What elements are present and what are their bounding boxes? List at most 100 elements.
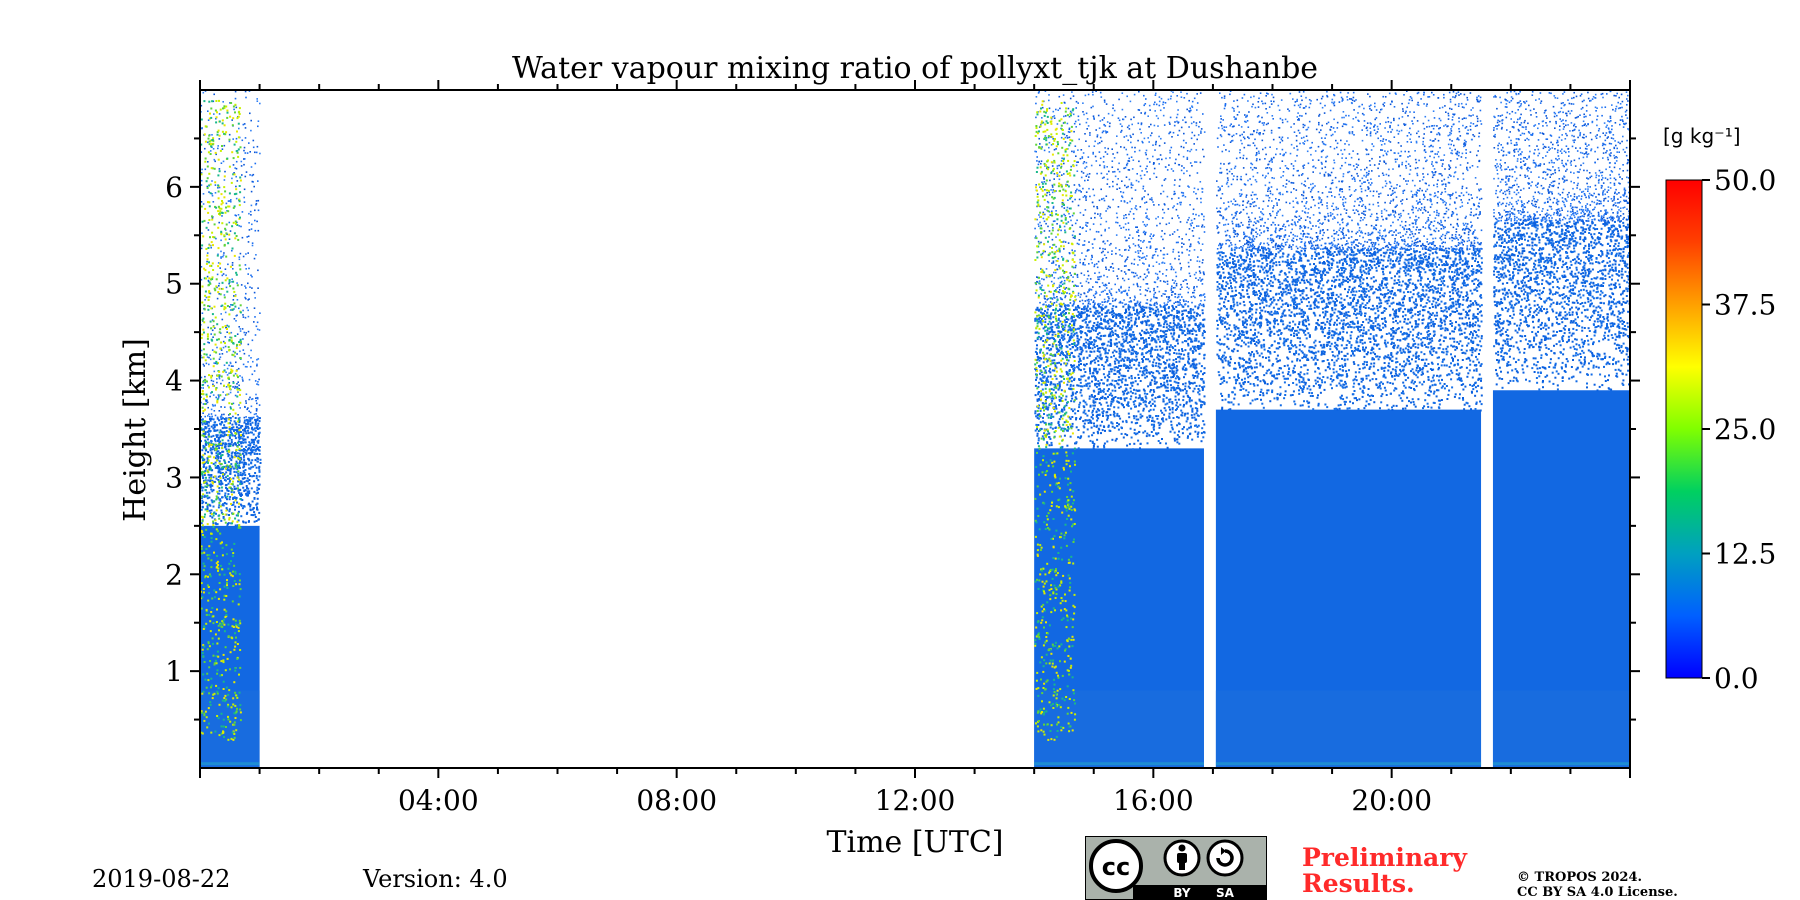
pixel	[1079, 436, 1082, 439]
pixel	[255, 200, 258, 202]
pixel	[204, 290, 207, 293]
pixel	[251, 426, 254, 429]
pixel	[1095, 385, 1098, 388]
pixel	[1132, 448, 1134, 451]
pixel	[1172, 417, 1175, 419]
pixel	[231, 247, 234, 250]
pixel	[213, 113, 215, 115]
pixel	[234, 305, 237, 308]
pixel	[259, 312, 261, 314]
pixel	[243, 454, 245, 457]
pixel	[233, 308, 235, 310]
pixel	[1071, 393, 1074, 396]
pixel	[1169, 151, 1171, 154]
pixel	[232, 723, 235, 726]
pixel	[243, 163, 245, 166]
pixel	[1175, 324, 1178, 327]
pixel	[1058, 381, 1061, 384]
pixel	[1176, 407, 1178, 410]
pixel	[205, 486, 208, 488]
pixel	[1199, 326, 1202, 329]
pixel	[212, 622, 215, 625]
pixel	[1184, 412, 1187, 415]
pixel	[1164, 386, 1167, 389]
pixel	[212, 462, 215, 465]
pixel	[1039, 316, 1041, 319]
pixel	[1115, 316, 1118, 319]
pixel	[243, 158, 245, 160]
pixel	[227, 205, 230, 208]
pixel	[1177, 323, 1180, 326]
pixel	[1094, 395, 1096, 398]
pixel	[1037, 335, 1040, 338]
pixel	[1089, 372, 1092, 375]
pixel	[1172, 306, 1175, 309]
pixel	[1175, 381, 1178, 384]
pixel	[1179, 325, 1181, 328]
pixel	[1035, 235, 1037, 238]
pixel	[1111, 394, 1114, 397]
pixel	[210, 116, 213, 119]
pixel	[1054, 354, 1057, 357]
pixel	[216, 346, 218, 349]
pixel	[1189, 405, 1192, 408]
pixel	[223, 697, 226, 700]
pixel	[1172, 333, 1175, 336]
pixel	[227, 466, 230, 469]
pixel	[216, 434, 219, 437]
pixel	[1094, 401, 1097, 404]
pixel	[215, 424, 218, 427]
pixel	[208, 290, 211, 293]
pixel	[1141, 374, 1144, 377]
pixel	[204, 485, 207, 488]
pixel	[212, 520, 215, 523]
pixel	[200, 529, 203, 532]
pixel	[1035, 378, 1037, 381]
pixel	[1034, 410, 1037, 413]
pixel	[1063, 434, 1066, 437]
pixel	[1127, 348, 1130, 351]
pixel	[201, 392, 204, 395]
pixel	[1106, 417, 1109, 419]
pixel	[1106, 379, 1109, 382]
pixel	[1058, 286, 1061, 288]
pixel	[1186, 418, 1189, 421]
pixel	[1090, 330, 1092, 333]
pixel	[1135, 418, 1138, 421]
pixel	[1133, 417, 1136, 420]
pixel	[214, 461, 217, 464]
pixel	[211, 607, 214, 609]
pixel	[1149, 310, 1152, 313]
pixel	[257, 441, 260, 444]
pixel	[1203, 273, 1205, 276]
pixel	[249, 210, 252, 213]
pixel	[202, 91, 205, 94]
pixel	[219, 423, 222, 426]
pixel	[235, 471, 238, 474]
pixel	[207, 299, 210, 301]
pixel	[237, 148, 240, 151]
pixel	[1145, 352, 1148, 355]
pixel	[1111, 389, 1114, 392]
pixel	[1140, 310, 1143, 313]
pixel	[1152, 428, 1155, 431]
pixel	[1109, 430, 1112, 432]
pixel	[242, 470, 245, 473]
pixel	[235, 106, 238, 109]
pixel	[1087, 343, 1090, 346]
pixel	[1116, 370, 1119, 373]
pixel	[216, 523, 219, 526]
pixel	[1196, 425, 1199, 428]
pixel	[229, 443, 232, 446]
pixel	[1126, 366, 1129, 369]
pixel	[1037, 430, 1040, 432]
pixel	[1152, 361, 1155, 364]
pixel	[1039, 321, 1042, 324]
pixel	[200, 471, 203, 474]
pixel	[1120, 286, 1122, 289]
pixel	[1050, 397, 1053, 400]
pixel	[1141, 352, 1144, 355]
pixel	[1040, 383, 1043, 386]
pixel	[239, 330, 242, 332]
pixel	[235, 487, 238, 490]
